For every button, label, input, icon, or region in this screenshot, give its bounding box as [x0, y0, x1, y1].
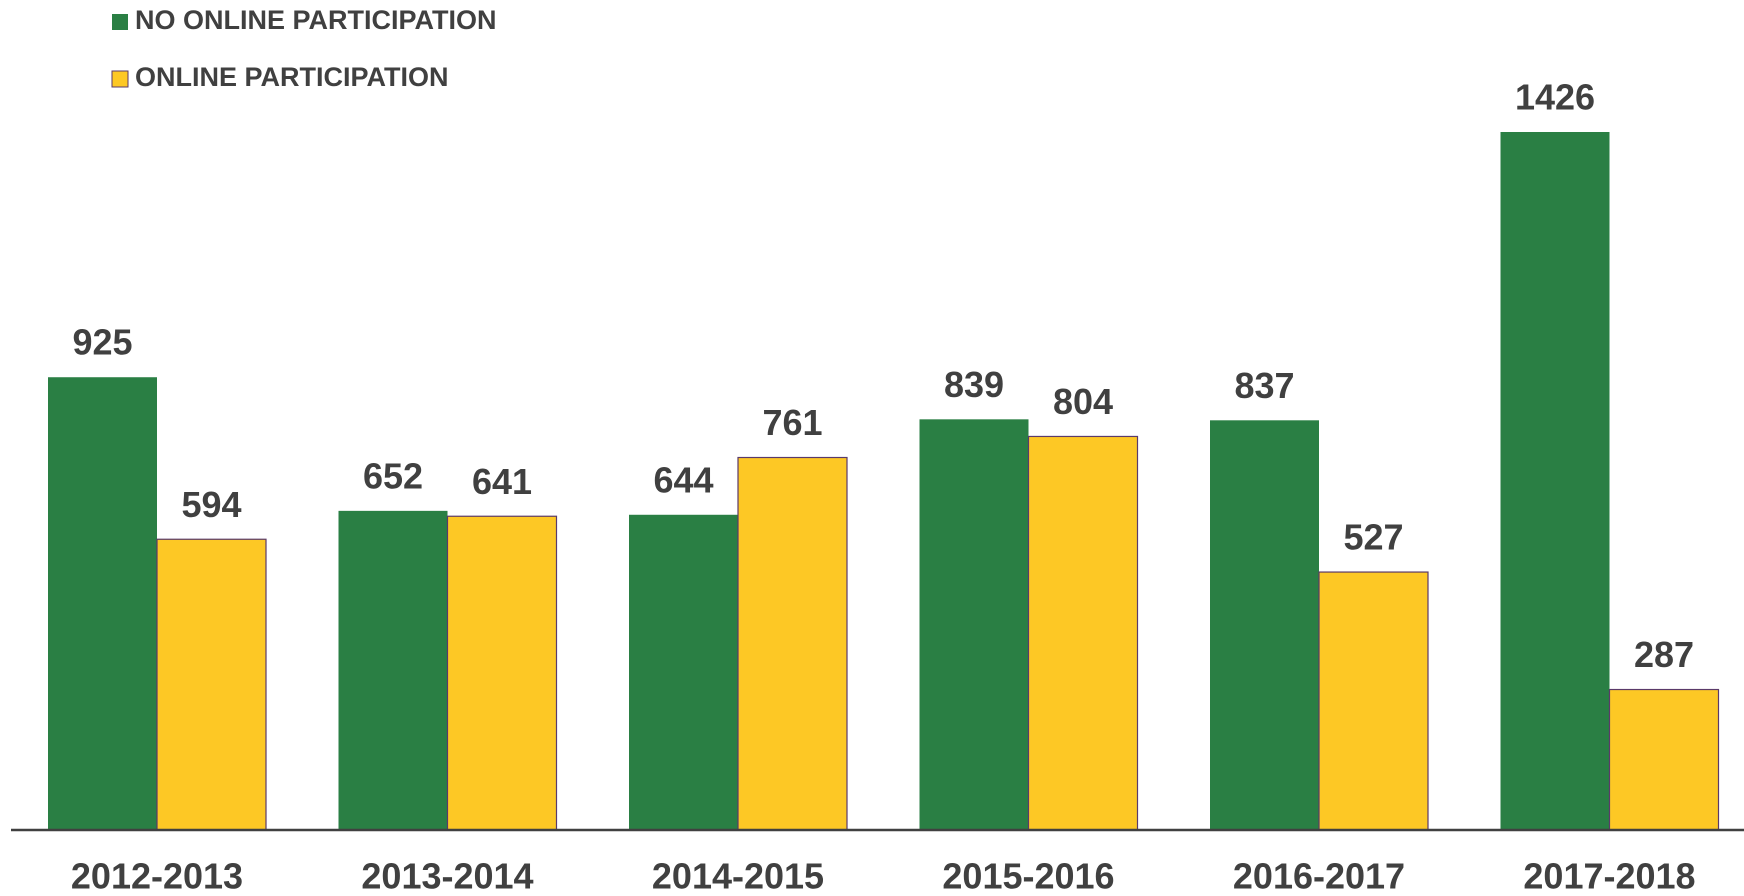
data-label: 1426 [1515, 77, 1595, 118]
data-label: 644 [653, 459, 713, 500]
x-tick-label: 2015-2016 [942, 856, 1114, 896]
data-label: 925 [72, 322, 132, 363]
data-label: 594 [181, 484, 241, 525]
bar [338, 510, 448, 830]
data-label: 804 [1053, 381, 1113, 422]
bar [919, 419, 1029, 830]
bar [629, 514, 738, 830]
x-tick-label: 2017-2018 [1523, 856, 1695, 896]
bar [737, 456, 848, 831]
legend-swatch [112, 14, 128, 30]
data-label: 641 [472, 461, 532, 502]
legend-label: ONLINE PARTICIPATION [135, 62, 449, 92]
x-tick-label: 2013-2014 [361, 856, 533, 896]
x-tick-label: 2012-2013 [71, 856, 243, 896]
bar [1027, 435, 1139, 831]
bar [1210, 420, 1319, 830]
legend-label: NO ONLINE PARTICIPATION [135, 5, 497, 35]
data-label: 837 [1234, 365, 1294, 406]
bar [1318, 571, 1429, 831]
x-tick-label: 2016-2017 [1233, 856, 1405, 896]
bar [156, 538, 267, 831]
bar [48, 377, 157, 830]
legend-swatch [111, 70, 129, 88]
data-label: 839 [944, 364, 1004, 405]
data-label: 287 [1634, 634, 1694, 675]
data-label: 652 [363, 455, 423, 496]
data-label: 761 [762, 402, 822, 443]
data-label: 527 [1343, 517, 1403, 558]
bar [1500, 132, 1610, 830]
x-tick-label: 2014-2015 [652, 856, 824, 896]
bar [1608, 688, 1720, 831]
bar [446, 515, 558, 831]
